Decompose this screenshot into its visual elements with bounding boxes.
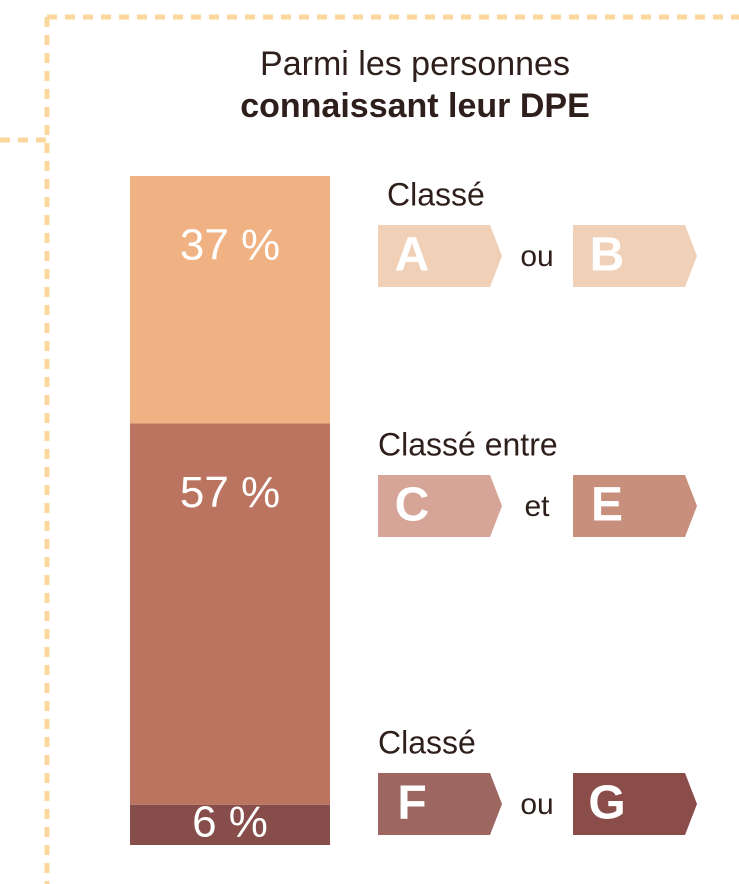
dashed-frame [0, 14, 739, 884]
grade-letter: F [397, 777, 426, 830]
grade-letter: B [590, 229, 625, 282]
grade-tag [573, 773, 697, 835]
legend-prefix: Classé entre [378, 426, 558, 462]
value-label: 37 % [180, 221, 280, 270]
value-label: 57 % [180, 468, 280, 517]
chart-subtitle: connaissant leur DPE [240, 87, 590, 125]
legend-prefix: Classé [378, 724, 476, 760]
grade-tag [573, 225, 697, 287]
grade-letter: E [591, 479, 623, 532]
grade-tag [378, 225, 502, 287]
grade-tag [378, 773, 502, 835]
legend-join: ou [520, 788, 553, 821]
grade-tag [573, 475, 697, 537]
value-label: 6 % [192, 798, 268, 847]
grade-letter: C [395, 479, 430, 532]
legend-join: et [524, 490, 550, 523]
grade-tag [378, 475, 502, 537]
bar-segment [130, 176, 330, 424]
grade-letter: A [395, 229, 430, 282]
legend-join: ou [520, 240, 553, 273]
bar-segment [130, 423, 330, 805]
bar-segment [130, 804, 330, 845]
legend-prefix: Classé [387, 176, 485, 212]
grade-letter: G [588, 777, 625, 830]
chart-title: Parmi les personnes [260, 45, 570, 83]
